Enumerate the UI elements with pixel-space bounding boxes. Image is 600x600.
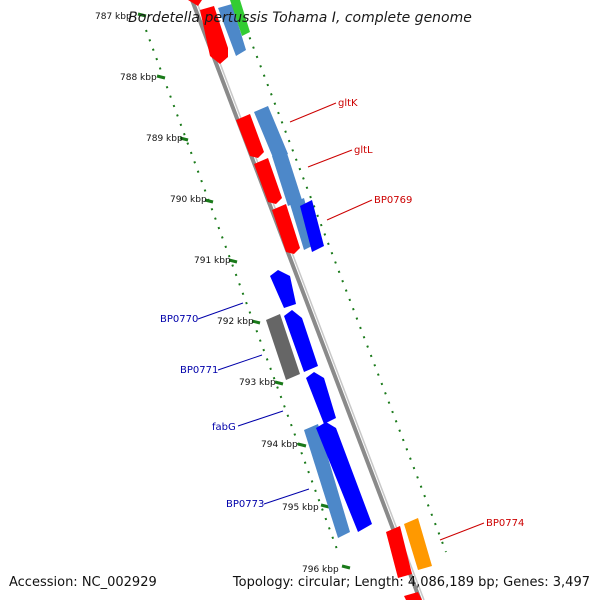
gene-label-BP0769: BP0769 (374, 195, 412, 206)
gene-feature (236, 114, 264, 158)
gene-feature (300, 200, 324, 252)
tick-label: 793 kbp (239, 378, 276, 388)
gene-feature (404, 592, 422, 600)
tick-label: 787 kbp (95, 12, 132, 22)
label-leaders (197, 102, 485, 541)
gene-feature (272, 150, 302, 206)
topology-text: Topology: circular; Length: 4,086,189 bp… (232, 575, 590, 590)
gene-feature (254, 158, 282, 204)
gene-feature (316, 422, 372, 532)
gene-feature (284, 310, 318, 372)
gene-feature (218, 4, 246, 56)
tick-label: 795 kbp (282, 503, 319, 513)
gene-feature (304, 424, 350, 538)
tick-label: 794 kbp (261, 440, 298, 450)
tick-label: 788 kbp (120, 73, 157, 83)
scale-guides (145, 27, 447, 553)
genome-backbone (190, 0, 425, 600)
gene-feature (230, 0, 250, 36)
major-ticks (137, 12, 351, 570)
gene-label-BP0771: BP0771 (180, 365, 218, 376)
accession-text: Accession: NC_002929 (9, 575, 157, 590)
gene-labels: gltK gltL BP0769 BP0774 BP0770 BP0771 fa… (160, 98, 524, 529)
gene-label-gltK: gltK (338, 98, 358, 109)
gene-feature (404, 518, 432, 570)
gene-label-gltL: gltL (354, 145, 373, 156)
gene-label-BP0774: BP0774 (486, 518, 524, 529)
gene-feature (272, 204, 300, 254)
gene-feature (266, 314, 300, 380)
tick-label: 792 kbp (217, 317, 254, 327)
gene-feature (254, 106, 288, 160)
tick-label: 789 kbp (146, 134, 183, 144)
gene-feature (188, 0, 202, 6)
gene-feature (306, 372, 336, 424)
gene-feature (270, 270, 296, 308)
scale-tick-labels: 787 kbp 788 kbp 789 kbp 790 kbp 791 kbp … (95, 12, 339, 575)
gene-feature (200, 6, 228, 64)
map-title: Bordetella pertussis Tohama I, complete … (128, 10, 472, 26)
gene-label-fabG: fabG (212, 422, 236, 433)
gene-label-BP0773: BP0773 (226, 499, 264, 510)
tick-label: 796 kbp (302, 565, 339, 575)
gene-features (188, 0, 432, 600)
tick-label: 791 kbp (194, 256, 231, 266)
tick-label: 790 kbp (170, 195, 207, 205)
gene-label-BP0770: BP0770 (160, 314, 198, 325)
gene-feature (386, 526, 412, 578)
